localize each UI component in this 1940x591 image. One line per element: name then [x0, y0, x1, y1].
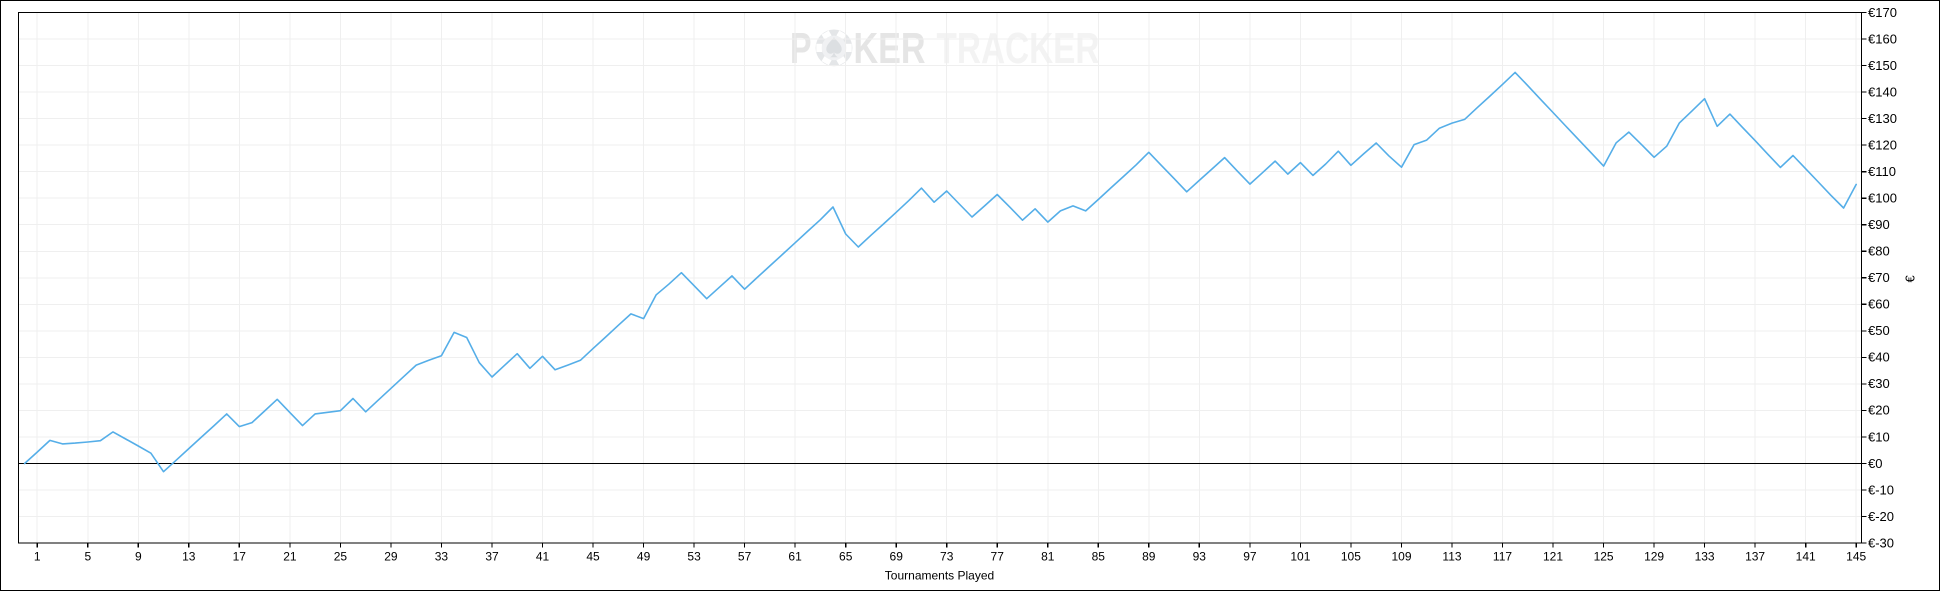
- svg-text:9: 9: [135, 549, 142, 563]
- svg-text:€120: €120: [1868, 137, 1897, 152]
- svg-text:69: 69: [890, 549, 904, 563]
- svg-text:€30: €30: [1868, 376, 1890, 391]
- svg-text:€160: €160: [1868, 31, 1897, 46]
- svg-text:129: 129: [1644, 549, 1664, 563]
- svg-text:53: 53: [687, 549, 701, 563]
- svg-text:€100: €100: [1868, 191, 1897, 206]
- svg-text:€140: €140: [1868, 84, 1897, 99]
- svg-text:89: 89: [1142, 549, 1156, 563]
- svg-text:21: 21: [283, 549, 297, 563]
- svg-text:€170: €170: [1868, 5, 1897, 20]
- svg-text:€-10: €-10: [1868, 482, 1894, 497]
- svg-text:€130: €130: [1868, 111, 1897, 126]
- svg-text:Tournaments Played: Tournaments Played: [885, 569, 994, 583]
- svg-text:29: 29: [384, 549, 398, 563]
- svg-text:137: 137: [1745, 549, 1765, 563]
- svg-text:1: 1: [34, 549, 41, 563]
- svg-text:5: 5: [84, 549, 91, 563]
- svg-text:KER: KER: [854, 25, 926, 73]
- svg-text:113: 113: [1442, 549, 1461, 563]
- svg-text:€-30: €-30: [1868, 535, 1894, 550]
- svg-text:65: 65: [839, 549, 853, 563]
- svg-text:€150: €150: [1868, 58, 1897, 73]
- svg-text:45: 45: [586, 549, 600, 563]
- svg-text:€70: €70: [1868, 270, 1890, 285]
- svg-text:117: 117: [1493, 549, 1512, 563]
- svg-text:TRACKER: TRACKER: [937, 25, 1100, 73]
- svg-text:141: 141: [1796, 549, 1816, 563]
- svg-text:37: 37: [485, 549, 499, 563]
- svg-text:109: 109: [1391, 549, 1411, 563]
- svg-text:101: 101: [1290, 549, 1310, 563]
- svg-text:41: 41: [536, 549, 550, 563]
- svg-text:€40: €40: [1868, 350, 1890, 365]
- svg-text:105: 105: [1341, 549, 1361, 563]
- svg-text:49: 49: [637, 549, 651, 563]
- svg-text:17: 17: [233, 549, 247, 563]
- svg-text:€80: €80: [1868, 244, 1890, 259]
- svg-text:61: 61: [788, 549, 802, 563]
- svg-text:133: 133: [1695, 549, 1715, 563]
- svg-text:77: 77: [991, 549, 1005, 563]
- svg-text:57: 57: [738, 549, 752, 563]
- svg-text:97: 97: [1243, 549, 1257, 563]
- svg-text:93: 93: [1193, 549, 1207, 563]
- svg-text:121: 121: [1543, 549, 1563, 563]
- svg-text:145: 145: [1846, 549, 1866, 563]
- svg-text:€: €: [1903, 275, 1918, 283]
- svg-text:125: 125: [1594, 549, 1614, 563]
- svg-text:33: 33: [435, 549, 449, 563]
- svg-text:€50: €50: [1868, 323, 1890, 338]
- svg-text:€60: €60: [1868, 297, 1890, 312]
- svg-text:13: 13: [182, 549, 196, 563]
- svg-text:85: 85: [1092, 549, 1106, 563]
- svg-text:€110: €110: [1868, 164, 1896, 179]
- svg-text:€90: €90: [1868, 217, 1890, 232]
- svg-text:25: 25: [334, 549, 348, 563]
- svg-text:€10: €10: [1868, 429, 1890, 444]
- svg-text:81: 81: [1041, 549, 1055, 563]
- svg-text:€0: €0: [1868, 456, 1882, 471]
- svg-text:73: 73: [940, 549, 954, 563]
- svg-text:€-20: €-20: [1868, 509, 1894, 524]
- svg-text:€20: €20: [1868, 403, 1890, 418]
